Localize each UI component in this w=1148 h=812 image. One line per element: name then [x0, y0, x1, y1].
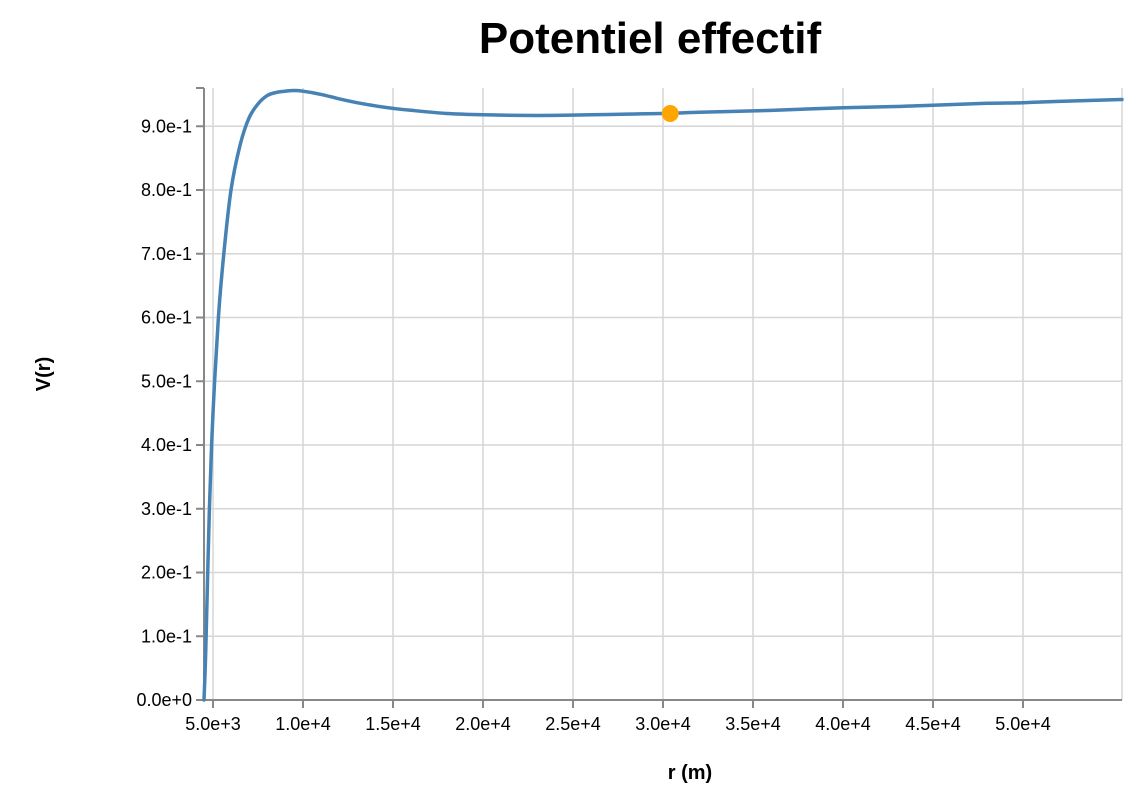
y-tick-label: 3.0e-1 [141, 499, 192, 519]
x-tick-label: 2.5e+4 [545, 714, 601, 734]
y-tick-label: 5.0e-1 [141, 371, 192, 391]
y-axis-title: V(r) [33, 357, 55, 391]
x-tick-label: 3.0e+4 [635, 714, 691, 734]
y-tick-label: 9.0e-1 [141, 116, 192, 136]
x-axis-title: r (m) [668, 762, 712, 784]
axes [196, 87, 1122, 708]
y-tick-label: 6.0e-1 [141, 308, 192, 328]
x-tick-label: 3.5e+4 [725, 714, 781, 734]
highlight-point[interactable] [661, 105, 679, 122]
y-tick-label: 8.0e-1 [141, 180, 192, 200]
x-tick-label: 5.0e+3 [185, 714, 241, 734]
series-layer [202, 88, 1124, 702]
series-line [202, 88, 1124, 702]
x-tick-label: 1.5e+4 [365, 714, 421, 734]
chart-title: Potentiel effectif [479, 14, 822, 63]
x-tick-label: 4.5e+4 [905, 714, 961, 734]
y-tick-label: 4.0e-1 [141, 435, 192, 455]
y-tick-label: 2.0e-1 [141, 563, 192, 583]
x-tick-label: 1.0e+4 [275, 714, 331, 734]
y-tick-label: 0.0e+0 [136, 690, 192, 710]
y-tick-label: 1.0e-1 [141, 626, 192, 646]
y-tick-label: 7.0e-1 [141, 244, 192, 264]
grid-lines [204, 88, 1123, 701]
x-tick-label: 5.0e+4 [995, 714, 1051, 734]
x-tick-label: 2.0e+4 [455, 714, 511, 734]
x-tick-label: 4.0e+4 [815, 714, 871, 734]
tick-labels: 5.0e+3 1.0e+4 1.5e+4 2.0e+4 2.5e+4 3.0e+4 3.5e… [136, 116, 1050, 734]
